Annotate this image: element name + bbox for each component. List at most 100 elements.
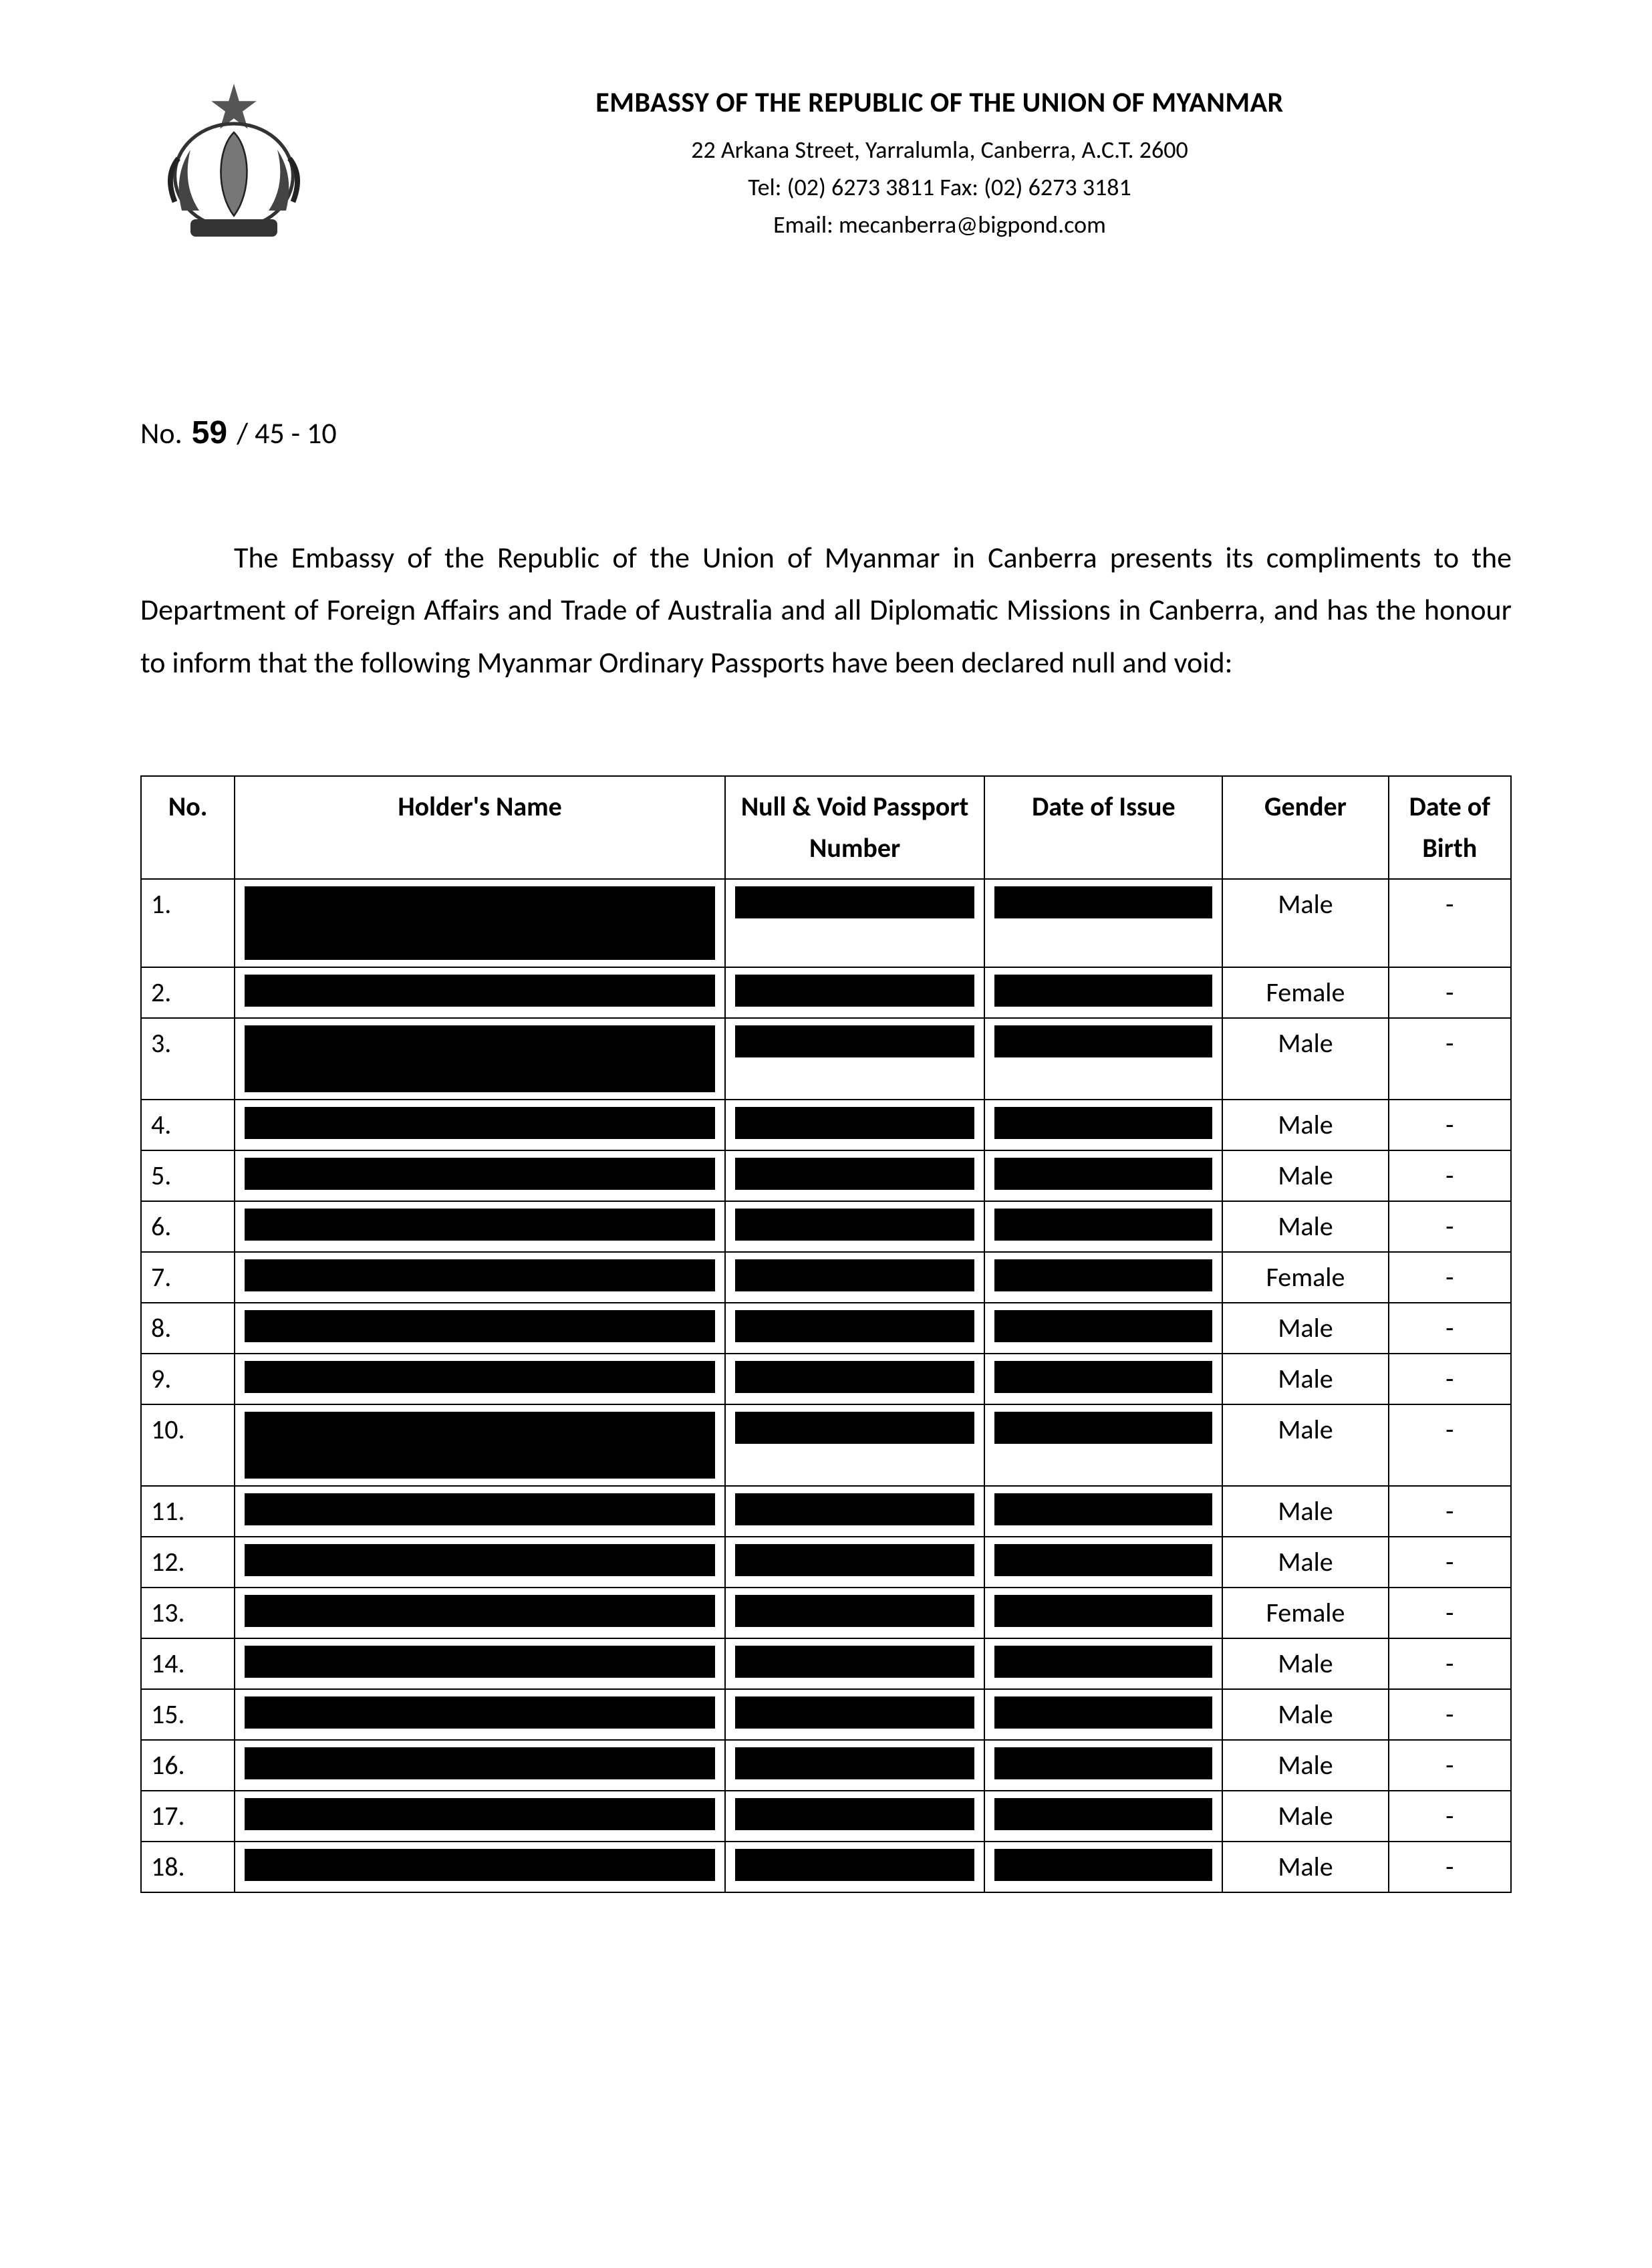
cell-gender: Male: [1222, 879, 1388, 967]
ref-suffix: / 45 - 10: [237, 415, 337, 451]
table-row: 17.Male-: [141, 1791, 1511, 1842]
cell-passport-redacted: [725, 1252, 984, 1303]
cell-name-redacted: [235, 1537, 725, 1588]
cell-dob: -: [1389, 1404, 1511, 1486]
redaction-block: [735, 1595, 974, 1627]
letterhead-text: EMBASSY OF THE REPUBLIC OF THE UNION OF …: [368, 80, 1512, 243]
cell-doi-redacted: [984, 1018, 1222, 1100]
th-gender: Gender: [1222, 776, 1388, 879]
ref-handwritten: 59: [192, 414, 227, 451]
cell-name-redacted: [235, 1150, 725, 1201]
cell-passport-redacted: [725, 1638, 984, 1689]
embassy-telfax: Tel: (02) 6273 3811 Fax: (02) 6273 3181: [368, 169, 1512, 207]
cell-name-redacted: [235, 1791, 725, 1842]
redaction-block: [735, 1544, 974, 1576]
redaction-block: [245, 1209, 715, 1241]
intro-paragraph: The Embassy of the Republic of the Union…: [140, 531, 1512, 688]
redaction-block: [994, 1595, 1212, 1627]
cell-passport-redacted: [725, 1740, 984, 1791]
cell-name-redacted: [235, 967, 725, 1018]
cell-no: 1.: [141, 879, 235, 967]
cell-doi-redacted: [984, 1791, 1222, 1842]
table-row: 2.Female-: [141, 967, 1511, 1018]
redaction-block: [735, 1158, 974, 1190]
cell-name-redacted: [235, 1486, 725, 1537]
redaction-block: [994, 1412, 1212, 1444]
cell-doi-redacted: [984, 1588, 1222, 1638]
redaction-block: [245, 1107, 715, 1139]
cell-gender: Female: [1222, 1252, 1388, 1303]
cell-passport-redacted: [725, 1404, 984, 1486]
cell-dob: -: [1389, 1689, 1511, 1740]
cell-name-redacted: [235, 1100, 725, 1150]
table-row: 10.Male-: [141, 1404, 1511, 1486]
cell-doi-redacted: [984, 967, 1222, 1018]
cell-gender: Male: [1222, 1638, 1388, 1689]
cell-dob: -: [1389, 1303, 1511, 1354]
redaction-block: [994, 1798, 1212, 1830]
table-row: 5.Male-: [141, 1150, 1511, 1201]
redaction-block: [735, 1696, 974, 1729]
cell-name-redacted: [235, 1303, 725, 1354]
cell-passport-redacted: [725, 1303, 984, 1354]
table-row: 1. Male-: [141, 879, 1511, 967]
table-row: 8.Male-: [141, 1303, 1511, 1354]
redaction-block: [245, 1025, 715, 1092]
cell-no: 5.: [141, 1150, 235, 1201]
redaction-block: [994, 1544, 1212, 1576]
cell-name-redacted: [235, 879, 725, 967]
redaction-block: [735, 886, 974, 918]
redaction-block: [245, 1798, 715, 1830]
redaction-block: [994, 1849, 1212, 1881]
redaction-block: [245, 1646, 715, 1678]
cell-name-redacted: [235, 1638, 725, 1689]
cell-doi-redacted: [984, 1201, 1222, 1252]
cell-gender: Male: [1222, 1740, 1388, 1791]
cell-name-redacted: [235, 1588, 725, 1638]
table-row: 18.Male-: [141, 1842, 1511, 1892]
redaction-block: [735, 975, 974, 1007]
cell-name-redacted: [235, 1740, 725, 1791]
th-ppn: Null & Void Passport Number: [725, 776, 984, 879]
cell-doi-redacted: [984, 1740, 1222, 1791]
redaction-block: [735, 1361, 974, 1393]
redaction-block: [994, 1310, 1212, 1342]
redaction-block: [994, 1107, 1212, 1139]
redaction-block: [735, 1646, 974, 1678]
redaction-block: [245, 1544, 715, 1576]
cell-gender: Male: [1222, 1303, 1388, 1354]
redaction-block: [994, 1361, 1212, 1393]
table-header-row: No. Holder's Name Null & Void Passport N…: [141, 776, 1511, 879]
redaction-block: [735, 1747, 974, 1779]
cell-dob: -: [1389, 1150, 1511, 1201]
redaction-block: [245, 975, 715, 1007]
redaction-block: [994, 1696, 1212, 1729]
cell-passport-redacted: [725, 1588, 984, 1638]
cell-gender: Male: [1222, 1018, 1388, 1100]
cell-no: 2.: [141, 967, 235, 1018]
redaction-block: [994, 1259, 1212, 1291]
cell-dob: -: [1389, 879, 1511, 967]
cell-dob: -: [1389, 1537, 1511, 1588]
cell-gender: Male: [1222, 1689, 1388, 1740]
cell-passport-redacted: [725, 967, 984, 1018]
cell-no: 7.: [141, 1252, 235, 1303]
table-row: 12. Male-: [141, 1537, 1511, 1588]
embassy-email: Email: mecanberra@bigpond.com: [368, 207, 1512, 244]
redaction-block: [735, 1493, 974, 1525]
cell-gender: Male: [1222, 1537, 1388, 1588]
embassy-title: EMBASSY OF THE REPUBLIC OF THE UNION OF …: [368, 86, 1512, 120]
cell-gender: Male: [1222, 1842, 1388, 1892]
redaction-block: [245, 1310, 715, 1342]
cell-no: 14.: [141, 1638, 235, 1689]
cell-dob: -: [1389, 1588, 1511, 1638]
cell-no: 12.: [141, 1537, 235, 1588]
cell-gender: Female: [1222, 1588, 1388, 1638]
cell-doi-redacted: [984, 1689, 1222, 1740]
cell-dob: -: [1389, 1638, 1511, 1689]
cell-passport-redacted: [725, 1100, 984, 1150]
th-no: No.: [141, 776, 235, 879]
cell-passport-redacted: [725, 1689, 984, 1740]
cell-passport-redacted: [725, 1354, 984, 1404]
cell-passport-redacted: [725, 1201, 984, 1252]
